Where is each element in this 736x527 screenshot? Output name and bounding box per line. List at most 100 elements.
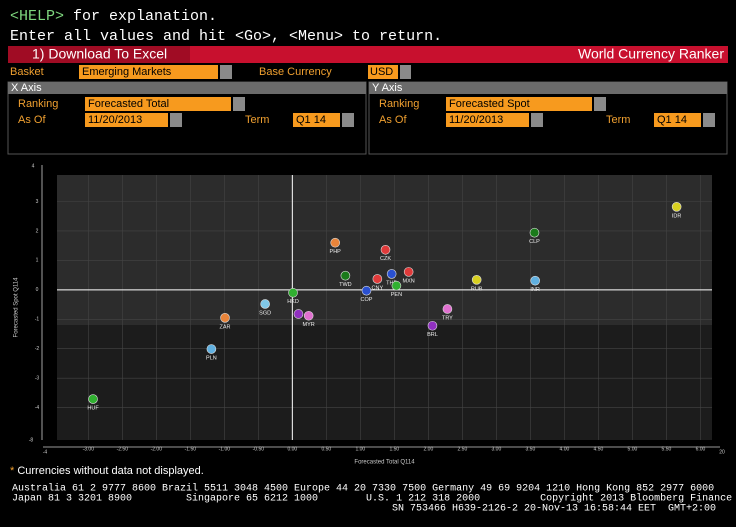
point: [471, 275, 482, 285]
point: [361, 285, 372, 296]
field-box[interactable]: [446, 97, 592, 111]
y-axis-label: Forecasted Spot Q114: [14, 277, 20, 338]
field-value: Emerging Markets: [82, 66, 172, 78]
x-tick-label: -2.50: [117, 446, 129, 452]
footnote-mark: *: [10, 465, 15, 477]
axis-break-label: 20: [719, 449, 725, 455]
y-tick-label: -3: [35, 375, 40, 381]
field-box[interactable]: [85, 113, 168, 127]
dropdown[interactable]: [233, 97, 245, 111]
field-box[interactable]: [446, 113, 529, 127]
field-label: Term: [606, 114, 630, 126]
y-tick-label: 2: [36, 228, 39, 234]
point: [260, 299, 270, 309]
dropdown[interactable]: [400, 65, 411, 79]
footer-line: Australia 61 2 9777 8600 Brazil 5511 304…: [12, 483, 714, 495]
field-label: Base Currency: [259, 66, 332, 78]
point: [372, 274, 383, 284]
dropdown[interactable]: [703, 113, 715, 127]
point-label: RUB: [471, 286, 483, 292]
point-label: CNY: [372, 285, 384, 291]
screen-title: World Currency Ranker: [578, 46, 724, 62]
point-label: MYR: [303, 322, 315, 328]
x-axis-label: Forecasted Total Q114: [354, 460, 415, 466]
field-box[interactable]: [368, 65, 398, 79]
x-tick-label: 0.50: [321, 446, 331, 452]
point-label: ZAR: [220, 324, 231, 330]
point: [220, 313, 230, 323]
point: [530, 275, 540, 286]
toolbar-button[interactable]: [8, 46, 190, 63]
point: [206, 344, 217, 354]
field-box[interactable]: [654, 113, 701, 127]
field-box[interactable]: [293, 113, 340, 127]
x-tick-label: -0.50: [253, 446, 265, 452]
y-tick-label: 0: [36, 287, 39, 293]
point: [442, 304, 453, 314]
field-box[interactable]: [85, 97, 231, 111]
point-label: TWD: [339, 282, 352, 288]
axis-break-label: -8: [29, 437, 34, 443]
field-label: Ranking: [18, 98, 58, 110]
field-value: Forecasted Total: [88, 98, 169, 110]
point: [340, 270, 351, 281]
footer-line: SN 753466 H639-2126-2 20-Nov-13 16:58:44…: [392, 504, 716, 515]
x-tick-label: 6.00: [696, 446, 706, 452]
x-tick-label: -1.50: [185, 446, 197, 452]
point: [288, 287, 298, 298]
x-tick-label: 5.00: [628, 446, 638, 452]
y-tick-label: -1: [35, 317, 40, 323]
field-label: Basket: [10, 66, 44, 78]
field-box[interactable]: [79, 65, 218, 79]
dropdown[interactable]: [220, 65, 232, 79]
field-label: Term: [245, 114, 269, 126]
dropdown[interactable]: [594, 97, 606, 111]
x-tick-label: -3.00: [83, 446, 95, 452]
field-value: USD: [370, 66, 393, 78]
help-text: for explanation.: [64, 8, 217, 25]
panel-header: [8, 82, 366, 94]
point: [303, 310, 314, 321]
calendar-button[interactable]: [531, 113, 543, 127]
x-tick-label: 1.50: [389, 446, 399, 452]
x-tick-label: 0.00: [287, 446, 297, 452]
x-tick-label: 3.50: [526, 446, 536, 452]
point-label: PEN: [391, 292, 402, 298]
x-tick-label: -1.00: [219, 446, 231, 452]
field-label: As Of: [379, 114, 407, 126]
footer-line: Japan 81 3 3201 8900 Singapore 65 6212 1…: [12, 493, 736, 505]
footnote-text: Currencies without data not displayed.: [14, 465, 204, 477]
point-label: HKD: [287, 299, 299, 305]
dropdown[interactable]: [342, 113, 354, 127]
point-label: CLP: [529, 239, 540, 245]
field-label: As Of: [18, 114, 46, 126]
point-label: THB: [386, 280, 397, 286]
point-label: COP: [361, 297, 373, 303]
panel-title: X Axis: [11, 82, 42, 94]
calendar-button[interactable]: [170, 113, 182, 127]
point-label: PHP: [330, 249, 342, 255]
point: [293, 309, 304, 319]
chart: -3.00 -2.50 -2.00 -1.50 -1.00 -0.50 0.00 0.50 1.…: [14, 163, 725, 465]
point-label: SGD: [259, 310, 271, 316]
y-tick-label: -4: [35, 405, 40, 411]
download-button[interactable]: 1) Download To Excel: [32, 46, 167, 62]
x-tick-label: -2.00: [151, 446, 163, 452]
axis-break-label: -4: [43, 449, 48, 455]
field-value: Q1 14: [657, 114, 687, 126]
x-tick-label: 1.00: [355, 446, 365, 452]
x-tick-label: 5.50: [662, 446, 672, 452]
field-value: 11/20/2013: [449, 114, 503, 126]
field-value: Forecasted Spot: [449, 98, 530, 110]
x-tick-label: 3.00: [492, 446, 502, 452]
point: [386, 269, 397, 279]
field-value: Q1 14: [296, 114, 326, 126]
point-label: CZK: [380, 256, 391, 262]
help-line: <HELP> for explanation.: [10, 8, 217, 25]
instruction: Enter all values and hit <Go>, <Menu> to…: [10, 28, 442, 45]
x-tick-label: 2.50: [458, 446, 468, 452]
point-label: IDR: [672, 213, 682, 219]
y-tick-label: 3: [36, 199, 39, 205]
axis-break-label: 4: [32, 163, 35, 169]
